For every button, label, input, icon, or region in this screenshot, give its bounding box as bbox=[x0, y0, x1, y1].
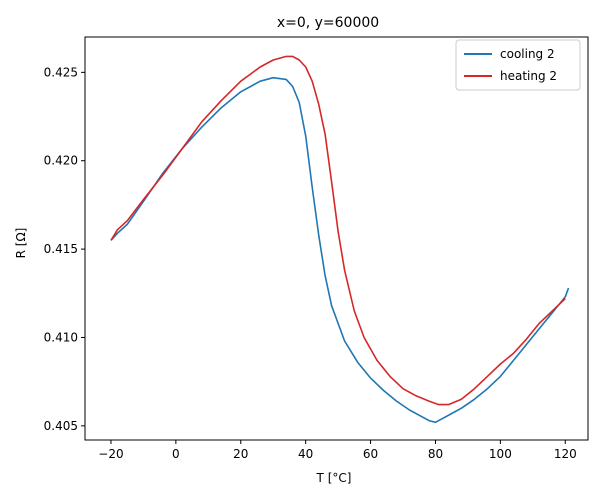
x-tick-label: 20 bbox=[233, 447, 248, 461]
x-tick-label: 100 bbox=[489, 447, 512, 461]
y-tick-label: 0.410 bbox=[44, 330, 78, 344]
y-axis: 0.405 0.410 0.415 0.420 0.425 bbox=[44, 65, 85, 433]
x-tick-label: 40 bbox=[298, 447, 313, 461]
y-axis-label: R [Ω] bbox=[14, 228, 28, 259]
plot-frame bbox=[84, 36, 589, 441]
legend-label-heating: heating 2 bbox=[500, 69, 557, 83]
x-axis: −20 0 20 40 60 80 100 120 bbox=[98, 440, 577, 461]
series-layer bbox=[110, 55, 570, 424]
legend-box bbox=[455, 39, 581, 91]
y-tick-label: 0.415 bbox=[44, 242, 78, 256]
legend: cooling 2 heating 2 bbox=[455, 39, 581, 91]
x-axis-label: T [°C] bbox=[316, 471, 352, 485]
series-line-heating bbox=[110, 55, 566, 406]
y-tick-label: 0.405 bbox=[44, 419, 78, 433]
x-tick-label: −20 bbox=[98, 447, 123, 461]
chart-title: x=0, y=60000 bbox=[277, 15, 379, 31]
x-tick-label: 80 bbox=[428, 447, 443, 461]
y-tick-label: 0.425 bbox=[44, 65, 78, 79]
plot-area bbox=[84, 36, 589, 441]
series-line-cooling bbox=[110, 76, 570, 424]
x-tick-label: 120 bbox=[554, 447, 577, 461]
x-tick-label: 60 bbox=[363, 447, 378, 461]
legend-label-cooling: cooling 2 bbox=[500, 47, 555, 61]
x-tick-label: 0 bbox=[172, 447, 180, 461]
y-tick-label: 0.420 bbox=[44, 154, 78, 168]
